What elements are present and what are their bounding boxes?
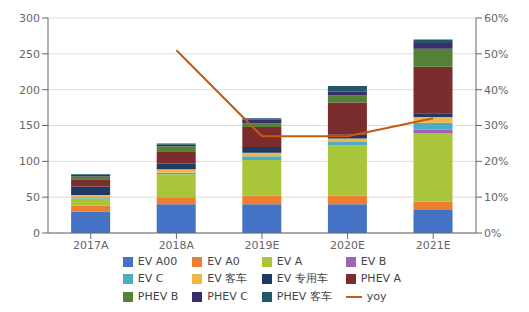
- html-text:EV A0: EV A0: [207, 255, 240, 268]
- svg-text:0%: 0%: [484, 227, 501, 240]
- html-text:PHEV A: PHEV A: [360, 272, 402, 285]
- html-text:PHEV 客车: PHEV 客车: [276, 290, 332, 303]
- html-text:EV C: EV C: [137, 272, 164, 285]
- svg-text:50%: 50%: [484, 48, 508, 61]
- svg-text:150: 150: [19, 119, 40, 132]
- html-text:PHEV C: PHEV C: [207, 290, 248, 303]
- html-text:EV A: EV A: [276, 255, 303, 268]
- svg-text:2019E: 2019E: [245, 239, 280, 252]
- svg-text:10%: 10%: [484, 191, 508, 204]
- svg-text:250: 250: [19, 48, 40, 61]
- svg-text:2021E: 2021E: [416, 239, 451, 252]
- svg-text:300: 300: [19, 12, 40, 25]
- svg-text:50: 50: [26, 191, 40, 204]
- html-text:EV A00: EV A00: [137, 255, 178, 268]
- html-text:PHEV B: PHEV B: [137, 290, 179, 303]
- html-text:yoy: yoy: [366, 290, 387, 303]
- svg-text:200: 200: [19, 84, 40, 97]
- svg-text:100: 100: [19, 155, 40, 168]
- svg-text:2020E: 2020E: [330, 239, 365, 252]
- svg-text:2017A: 2017A: [73, 239, 109, 252]
- svg-text:30%: 30%: [484, 119, 508, 132]
- svg-text:2018A: 2018A: [159, 239, 195, 252]
- svg-text:20%: 20%: [484, 155, 508, 168]
- svg-text:0: 0: [33, 227, 40, 240]
- html-text:EV 专用车: EV 专用车: [276, 272, 328, 285]
- svg-text:60%: 60%: [484, 12, 508, 25]
- html-text:EV 客车: EV 客车: [207, 272, 248, 285]
- html-text:EV B: EV B: [360, 255, 387, 268]
- svg-text:40%: 40%: [484, 84, 508, 97]
